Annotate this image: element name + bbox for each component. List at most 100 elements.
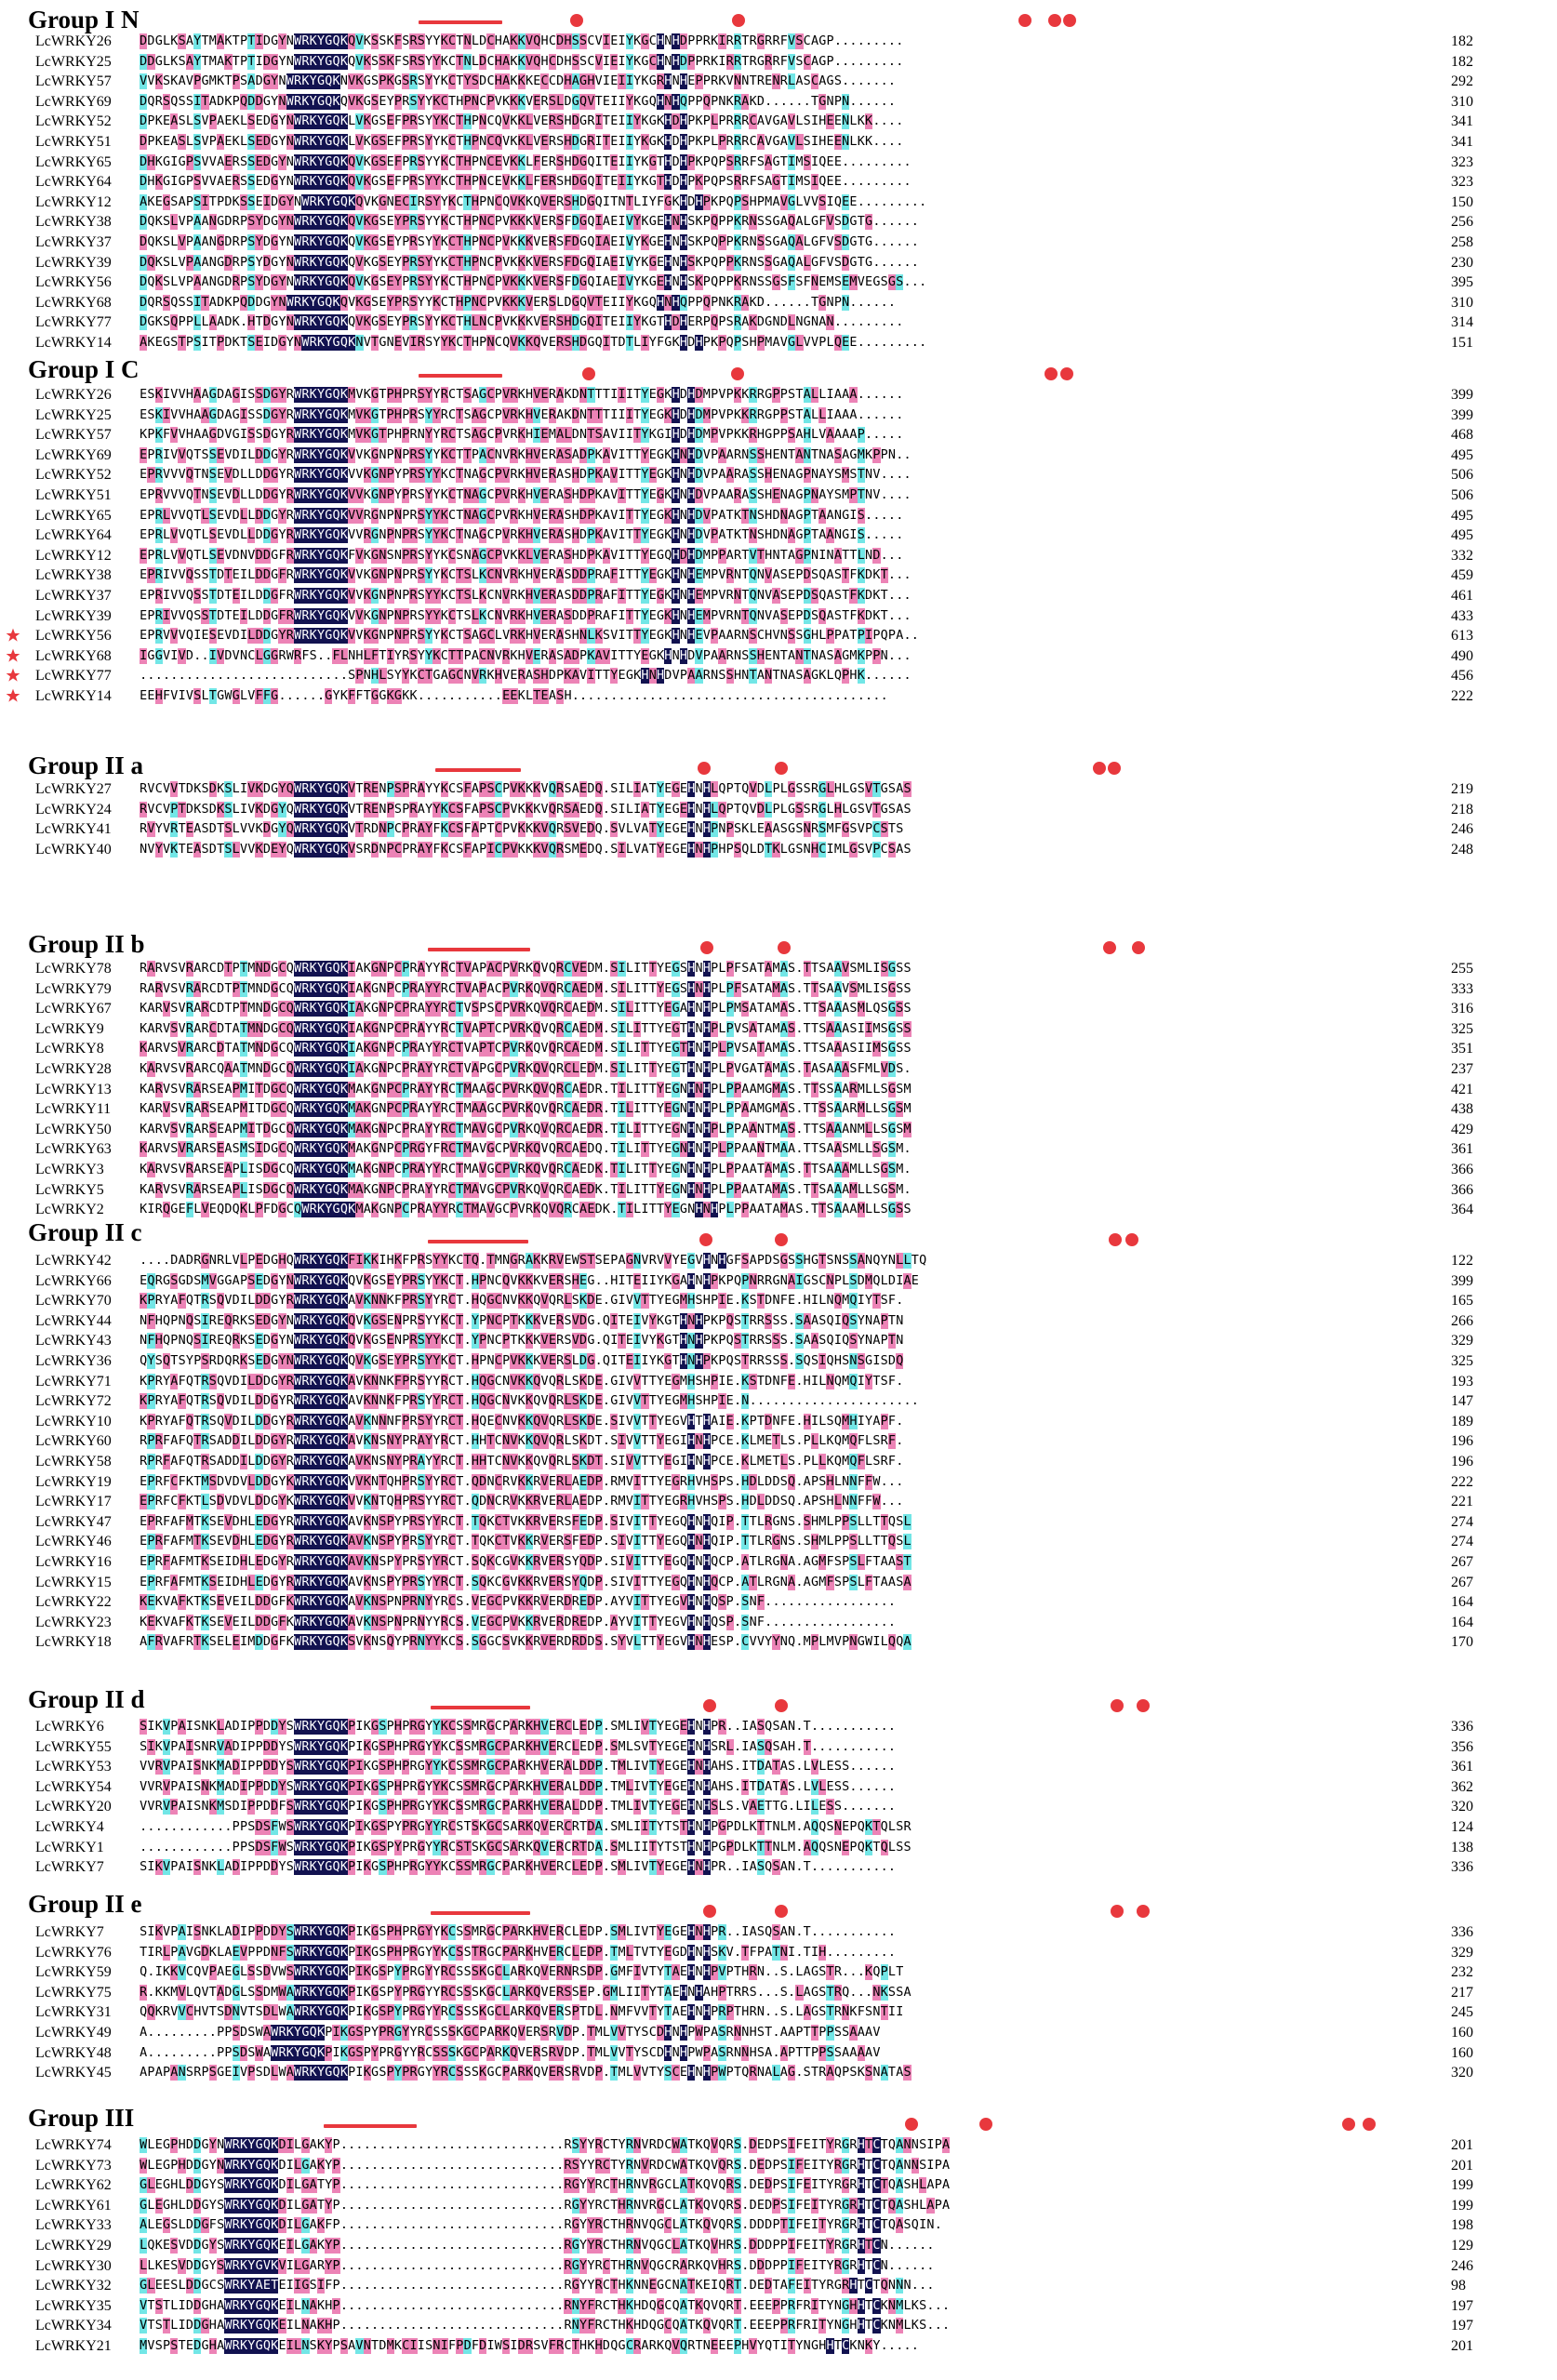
sequence-residues: R.KKMVLQVTADGLSSDMWAWRKYGQKPIKGSPYPRGYYR… [140,1984,912,2001]
sequence-length: 98 [1451,2278,1466,2294]
sequence-length: 160 [1451,2044,1473,2061]
sequence-residues: KARVSVRARCDTPTMNDGCQWRKYGQKIAKGNPCPRAYYR… [140,1001,912,1017]
sequence-length: 164 [1451,1594,1473,1611]
sequence-residues: ....DADRGNRLVLPEDGHQWRKYGQKFIKKIHKFPRSYY… [140,1253,927,1269]
sequence-length: 459 [1451,567,1473,584]
sequence-residues: EPRVVVQTNSEVDLLDDGYRWRKYGQKVVKGNPYPRSYYK… [140,487,912,503]
sequence-length: 246 [1451,2257,1473,2274]
sequence-name: LcWRKY56 [35,628,112,645]
sequence-name: LcWRKY63 [35,1141,112,1158]
sequence-name: LcWRKY76 [35,1944,112,1961]
motif-bar [419,374,502,378]
sequence-name: LcWRKY55 [35,1738,112,1755]
sequence-length: 362 [1451,1778,1473,1795]
sequence-length: 274 [1451,1534,1473,1550]
zinc-finger-residue-dot [1111,1699,1124,1712]
zinc-finger-residue-dot [1132,941,1145,954]
sequence-name: LcWRKY61 [35,2197,112,2214]
sequence-residues: SIKVPAISNKLADIPPDDYSWRKYGQKPIKGSPHPRGYYK… [140,1859,896,1876]
sequence-residues: ...........................SPNHLSYYKCTGA… [140,668,912,685]
sequence-residues: KEKVAFKTKSEVEILDDGFKWRKYGQKAVKNSPNPRNYYR… [140,1614,896,1630]
sequence-name: LcWRKY22 [35,1594,112,1611]
sequence-residues: KPRYAFQTRSQVDILDDGYRWRKYGQKAVKNNNFPRSYYR… [140,1413,904,1429]
sequence-name: LcWRKY18 [35,1634,112,1651]
motif-bar [324,2124,417,2128]
sequence-length: 341 [1451,134,1473,150]
sequence-name: LcWRKY70 [35,1293,112,1310]
sequence-name: LcWRKY74 [35,2137,112,2153]
sequence-residues: KARVSVRARCQAATMNDGCQWRKYGQKIAKGNPCPRAYYR… [140,1061,912,1077]
sequence-length: 325 [1451,1353,1473,1369]
sequence-name: LcWRKY60 [35,1433,112,1450]
sequence-name: LcWRKY41 [35,821,112,838]
sequence-residues: VVRVPAISNKMSDIPPDDFSWRKYGQKPIKGSPHPRGYYK… [140,1799,896,1815]
sequence-length: 151 [1451,335,1473,351]
sequence-length: 198 [1451,2217,1473,2234]
sequence-length: 399 [1451,387,1473,403]
sequence-name: LcWRKY13 [35,1081,112,1097]
sequence-length: 199 [1451,2177,1473,2194]
star-icon [6,669,20,683]
sequence-name: LcWRKY73 [35,2157,112,2174]
sequence-length: 329 [1451,1944,1473,1961]
sequence-residues: RVCVVTDKSDKSLIVKDGYQWRKYGQKVTRENPSPRAYYK… [140,781,912,797]
sequence-residues: ESKIVVHAAGDAGISSDGYRWRKYGQKMVKGTPHPRSYYR… [140,406,904,423]
motif-bar [431,1706,530,1709]
sequence-name: LcWRKY9 [35,1020,104,1037]
sequence-name: LcWRKY24 [35,801,112,818]
sequence-length: 196 [1451,1454,1473,1469]
zinc-finger-residue-dot [1111,1905,1124,1918]
sequence-name: LcWRKY4 [35,1819,104,1835]
sequence-residues: EPRFCFKTLSDVDVLDDGYKWRKYGQKVVKNTQHPRSYYR… [140,1494,904,1510]
sequence-residues: SIKVPAISNKLADIPPDDYSWRKYGQKPIKGSPHPRGYYK… [140,1719,896,1735]
sequence-name: LcWRKY65 [35,153,112,170]
zinc-finger-residue-dot [1125,1233,1138,1246]
sequence-length: 495 [1451,446,1473,463]
sequence-length: 292 [1451,73,1473,90]
sequence-name: LcWRKY23 [35,1614,112,1630]
sequence-length: 150 [1451,193,1473,210]
zinc-finger-residue-dot [1045,367,1058,380]
sequence-length: 256 [1451,214,1473,231]
sequence-length: 361 [1451,1759,1473,1775]
motif-bar [431,1911,530,1915]
sequence-residues: VVRVPAISNKMADIPPDDYSWRKYGQKPIKGSPHPRGYYK… [140,1778,896,1795]
sequence-name: LcWRKY57 [35,73,112,90]
sequence-name: LcWRKY7 [35,1924,104,1940]
sequence-residues: GLEGHLDDGYSWRKYGQKDILGATYP..............… [140,2197,951,2214]
sequence-residues: RVYVRTEASDTSLVVKDGYQWRKYGQKVTRDNPCPRAYFK… [140,821,904,838]
sequence-residues: DPKEASLSVPAEKLSEDGYNWRKYGQKLVKGSEFPRSYYK… [140,134,904,150]
sequence-residues: TIRLPAVGDKLAEVPPDNFSWRKYGQKPIKGSPHPRGYYK… [140,1944,896,1961]
sequence-residues: EPRLVVQTLSEVDNVDDGFRWRKYGQKFVKGNSNPRSYYK… [140,547,904,564]
sequence-length: 495 [1451,527,1473,544]
group-title: Group I N [28,6,140,33]
sequence-name: LcWRKY72 [35,1393,112,1410]
sequence-residues: ESKIVVHAAGDAGISSDGYRWRKYGQKMVKGTPHPRSYYR… [140,387,904,403]
zinc-finger-residue-dot [1048,14,1061,27]
star-icon [6,648,20,662]
sequence-length: 164 [1451,1614,1473,1630]
sequence-residues: EPRFCFKTMSDVDVLDDGYKWRKYGQKVVKNTQHPRSYYR… [140,1473,904,1490]
sequence-name: LcWRKY51 [35,487,112,503]
sequence-name: LcWRKY12 [35,193,112,210]
group-title: Group II a [28,751,144,779]
sequence-residues: DQKSLVPAANGDRPSYDGYNWRKYGQKQVKGSEYPRSYYK… [140,214,919,231]
sequence-name: LcWRKY17 [35,1494,112,1510]
sequence-length: 461 [1451,588,1473,604]
sequence-length: 197 [1451,2318,1473,2334]
sequence-name: LcWRKY5 [35,1181,104,1198]
zinc-finger-residue-dot [905,2118,918,2131]
sequence-name: LcWRKY15 [35,1574,112,1590]
sequence-residues: DDGLKSAYTMAKTPTIDGYNWRKYGQKQVKSSKFSRSYYK… [140,53,904,70]
sequence-length: 433 [1451,607,1473,624]
sequence-length: 222 [1451,1473,1473,1490]
sequence-length: 122 [1451,1253,1473,1269]
sequence-length: 366 [1451,1162,1473,1177]
sequence-name: LcWRKY50 [35,1121,112,1137]
sequence-name: LcWRKY68 [35,647,112,664]
sequence-residues: VVRVPAISNKMADIPPDDYSWRKYGQKPIKGSPHPRGYYK… [140,1759,896,1775]
sequence-length: 316 [1451,1001,1473,1017]
sequence-name: LcWRKY48 [35,2044,112,2061]
sequence-residues: KEKVAFKTKSEVEILDDGFKWRKYGQKAVKNSPNPRNYYR… [140,1594,896,1611]
sequence-residues: SIKVPAISNKLADIPPDDYSWRKYGQKPIKGSPHPRGYYK… [140,1924,896,1940]
